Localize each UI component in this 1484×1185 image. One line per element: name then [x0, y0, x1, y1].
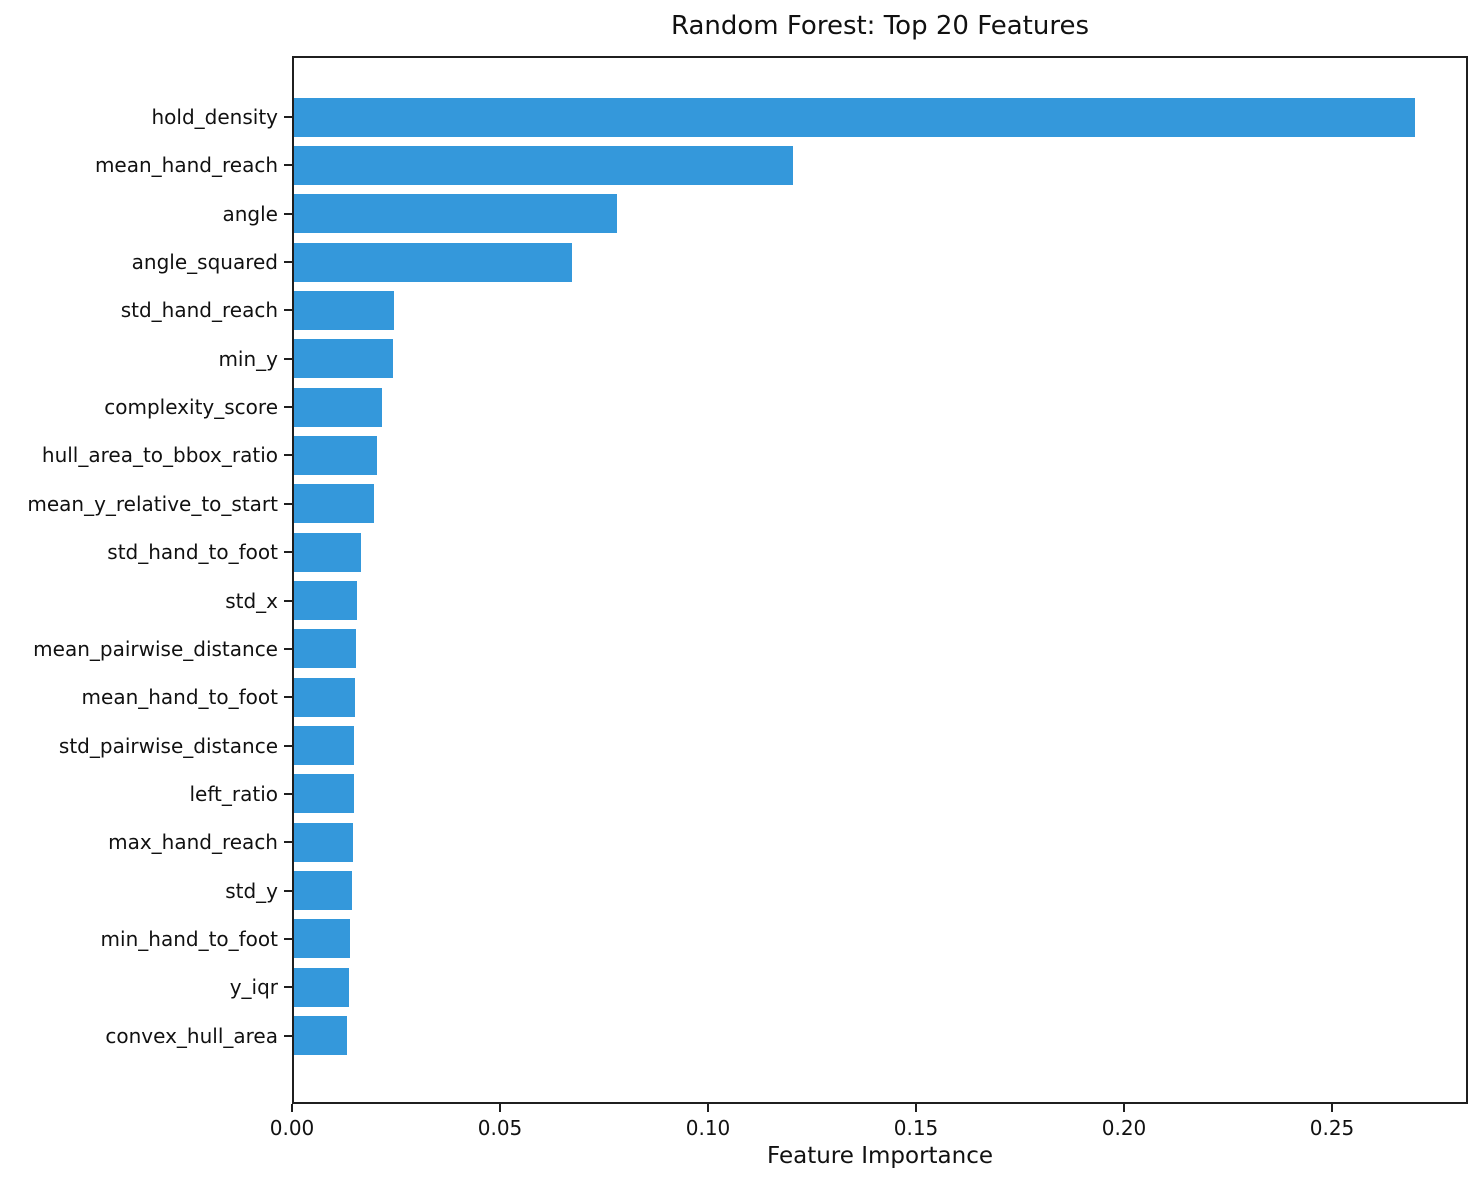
x-tick-mark — [1331, 1104, 1333, 1112]
y-tick-mark — [284, 502, 292, 505]
chart-title: Random Forest: Top 20 Features — [670, 11, 1089, 41]
y-tick-label-min_hand_to_foot: min_hand_to_foot — [100, 926, 278, 951]
bar-mean_y_relative_to_start — [294, 484, 374, 524]
y-tick-label-angle: angle — [222, 201, 279, 226]
y-tick-mark — [284, 647, 292, 650]
y-tick-mark — [284, 889, 292, 892]
y-tick-mark — [284, 599, 292, 602]
y-tick-mark — [284, 1034, 292, 1037]
bar-mean_hand_to_foot — [294, 677, 355, 717]
y-tick-label-mean_pairwise_distance: mean_pairwise_distance — [33, 636, 278, 661]
bar-angle_squared — [294, 242, 572, 282]
x-tick-label-0.25: 0.25 — [1309, 1116, 1355, 1140]
x-tick-mark — [499, 1104, 501, 1112]
y-tick-mark — [284, 551, 292, 554]
bar-mean_hand_reach — [294, 145, 793, 185]
bar-max_hand_reach — [294, 822, 353, 862]
y-tick-mark — [284, 454, 292, 457]
bar-left_ratio — [294, 774, 354, 814]
y-tick-mark — [284, 986, 292, 989]
x-tick-mark — [1123, 1104, 1125, 1112]
plot-area — [292, 56, 1468, 1104]
y-tick-label-complexity_score: complexity_score — [104, 395, 278, 420]
y-tick-label-max_hand_reach: max_hand_reach — [108, 830, 278, 855]
bar-min_hand_to_foot — [294, 919, 350, 959]
x-tick-mark — [915, 1104, 917, 1112]
y-tick-label-hull_area_to_bbox_ratio: hull_area_to_bbox_ratio — [41, 443, 278, 468]
bar-y_iqr — [294, 967, 349, 1007]
y-tick-mark — [284, 744, 292, 747]
bar-mean_pairwise_distance — [294, 629, 356, 669]
y-tick-label-std_pairwise_distance: std_pairwise_distance — [58, 733, 278, 758]
y-tick-mark — [284, 116, 292, 118]
y-tick-label-convex_hull_area: convex_hull_area — [105, 1023, 278, 1048]
x-tick-label-0.15: 0.15 — [893, 1116, 939, 1140]
y-tick-mark — [284, 212, 292, 215]
y-tick-label-std_hand_reach: std_hand_reach — [120, 298, 278, 323]
bar-std_pairwise_distance — [294, 726, 354, 766]
y-tick-label-mean_y_relative_to_start: mean_y_relative_to_start — [27, 491, 278, 516]
bar-std_y — [294, 871, 352, 911]
x-axis-label: Feature Importance — [766, 1143, 994, 1169]
bar-complexity_score — [294, 387, 382, 427]
x-tick-label-0.00: 0.00 — [269, 1116, 315, 1140]
bar-std_hand_reach — [294, 290, 394, 330]
y-tick-mark — [284, 792, 292, 795]
y-tick-label-mean_hand_to_foot: mean_hand_to_foot — [81, 685, 278, 710]
y-tick-mark — [284, 937, 292, 940]
y-tick-mark — [284, 841, 292, 844]
y-tick-label-mean_hand_reach: mean_hand_reach — [94, 153, 278, 178]
y-tick-label-left_ratio: left_ratio — [189, 781, 278, 806]
x-tick-label-0.20: 0.20 — [1101, 1116, 1147, 1140]
y-tick-label-std_x: std_x — [225, 588, 278, 613]
bar-angle — [294, 194, 617, 234]
x-tick-label-0.10: 0.10 — [685, 1116, 731, 1140]
bar-std_hand_to_foot — [294, 532, 361, 572]
y-tick-label-angle_squared: angle_squared — [131, 250, 278, 275]
y-tick-mark — [284, 164, 292, 167]
y-tick-mark — [284, 309, 292, 312]
y-tick-label-std_hand_to_foot: std_hand_to_foot — [107, 540, 278, 565]
y-tick-label-hold_density: hold_density — [151, 105, 279, 129]
x-tick-label-0.05: 0.05 — [477, 1116, 523, 1140]
y-tick-label-y_iqr: y_iqr — [229, 975, 278, 1000]
bar-convex_hull_area — [294, 1016, 347, 1056]
bar-hull_area_to_bbox_ratio — [294, 435, 377, 475]
y-tick-mark — [284, 261, 292, 264]
y-tick-mark — [284, 357, 292, 360]
x-tick-mark — [291, 1104, 293, 1112]
y-tick-label-std_y: std_y — [225, 878, 278, 903]
bar-std_x — [294, 581, 357, 620]
bar-min_y — [294, 339, 393, 379]
y-tick-mark — [284, 406, 292, 409]
x-tick-mark — [707, 1104, 709, 1112]
y-tick-mark — [284, 696, 292, 699]
bar-hold_density — [294, 97, 1415, 137]
y-tick-label-min_y: min_y — [218, 346, 278, 371]
